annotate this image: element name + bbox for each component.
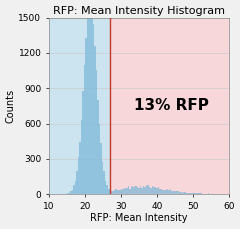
Bar xyxy=(167,189,168,194)
Bar xyxy=(133,186,135,194)
Bar xyxy=(73,185,75,194)
Bar xyxy=(156,188,158,194)
Bar xyxy=(191,193,192,194)
Bar xyxy=(129,189,131,194)
Text: 13% RFP: 13% RFP xyxy=(134,98,209,113)
Bar xyxy=(147,185,149,194)
X-axis label: RFP: Mean Intensity: RFP: Mean Intensity xyxy=(90,213,188,224)
Bar xyxy=(135,186,137,194)
Bar xyxy=(125,188,126,194)
Bar xyxy=(119,190,120,194)
Bar xyxy=(111,191,112,194)
Bar xyxy=(108,189,109,194)
Bar xyxy=(114,190,115,194)
Bar xyxy=(127,186,129,194)
Bar xyxy=(110,18,229,194)
Bar xyxy=(186,193,188,194)
Bar xyxy=(194,193,195,194)
Bar xyxy=(182,193,183,194)
Bar xyxy=(140,186,141,194)
Bar xyxy=(173,191,174,194)
Bar xyxy=(197,193,198,194)
Bar xyxy=(180,192,182,194)
Bar xyxy=(88,13,90,194)
Bar xyxy=(76,171,78,194)
Bar xyxy=(149,187,150,194)
Bar xyxy=(137,187,138,194)
Bar xyxy=(161,189,162,194)
Bar xyxy=(120,190,121,194)
Bar xyxy=(162,190,164,194)
Bar xyxy=(78,157,79,194)
Bar xyxy=(150,188,152,194)
Bar xyxy=(82,91,84,194)
Bar xyxy=(200,193,202,194)
Bar xyxy=(153,188,155,194)
Title: RFP: Mean Intensity Histogram: RFP: Mean Intensity Histogram xyxy=(53,5,225,16)
Bar xyxy=(138,188,140,194)
Bar xyxy=(93,24,94,194)
Bar xyxy=(96,70,97,194)
Bar xyxy=(85,38,87,194)
Bar xyxy=(158,187,159,194)
Bar xyxy=(103,171,105,194)
Bar xyxy=(176,191,177,194)
Bar xyxy=(109,189,111,194)
Y-axis label: Counts: Counts xyxy=(6,89,16,123)
Bar xyxy=(152,186,153,194)
Bar xyxy=(87,17,88,194)
Bar xyxy=(168,190,170,194)
Bar xyxy=(144,187,146,194)
Bar xyxy=(105,181,106,194)
Bar xyxy=(183,193,185,194)
Bar xyxy=(69,193,70,194)
Bar xyxy=(94,46,96,194)
Bar xyxy=(171,191,173,194)
Bar xyxy=(146,185,147,194)
Bar xyxy=(159,189,161,194)
Bar xyxy=(115,188,117,194)
Bar xyxy=(72,190,73,194)
Bar xyxy=(189,193,191,194)
Bar xyxy=(179,192,180,194)
Bar xyxy=(126,188,127,194)
Bar xyxy=(132,188,133,194)
Bar xyxy=(102,162,103,194)
Bar xyxy=(192,193,194,194)
Bar xyxy=(70,191,72,194)
Bar xyxy=(170,189,171,194)
Bar xyxy=(131,186,132,194)
Bar xyxy=(164,190,165,194)
Bar xyxy=(121,189,123,194)
Bar xyxy=(141,188,143,194)
Bar xyxy=(174,191,176,194)
Bar xyxy=(81,120,82,194)
Bar xyxy=(67,193,69,194)
Bar xyxy=(49,18,110,194)
Bar xyxy=(165,190,167,194)
Bar xyxy=(185,192,186,194)
Bar xyxy=(79,142,81,194)
Bar xyxy=(90,13,91,194)
Bar xyxy=(117,190,119,194)
Bar xyxy=(106,185,108,194)
Bar xyxy=(155,187,156,194)
Bar xyxy=(97,100,99,194)
Bar xyxy=(188,193,189,194)
Bar xyxy=(91,7,93,194)
Bar xyxy=(195,193,197,194)
Bar xyxy=(100,143,102,194)
Bar xyxy=(99,124,100,194)
Bar xyxy=(84,65,85,194)
Bar xyxy=(143,186,144,194)
Bar xyxy=(112,191,114,194)
Bar xyxy=(123,189,125,194)
Bar xyxy=(177,191,179,194)
Bar xyxy=(75,181,76,194)
